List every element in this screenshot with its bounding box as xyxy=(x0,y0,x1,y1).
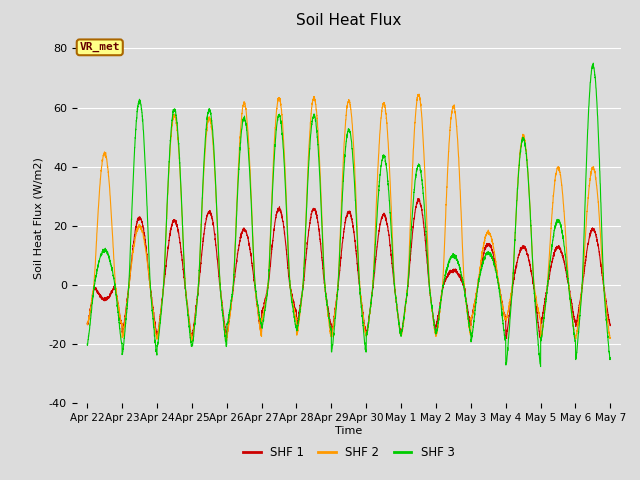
Y-axis label: Soil Heat Flux (W/m2): Soil Heat Flux (W/m2) xyxy=(33,157,44,279)
SHF 3 xyxy=(495,289,503,295)
SHF 3 xyxy=(329,339,337,345)
SHF 2 xyxy=(188,338,196,344)
SHF 1 xyxy=(83,320,91,326)
Line: SHF 3: SHF 3 xyxy=(87,63,611,367)
SHF 3 xyxy=(589,60,597,66)
SHF 3 xyxy=(607,356,614,362)
Line: SHF 1: SHF 1 xyxy=(87,199,611,340)
SHF 2 xyxy=(496,287,504,292)
SHF 2 xyxy=(83,321,91,327)
Line: SHF 2: SHF 2 xyxy=(87,94,611,341)
SHF 1 xyxy=(329,323,337,329)
SHF 1 xyxy=(537,337,545,343)
SHF 2 xyxy=(607,335,614,340)
SHF 2 xyxy=(466,330,474,336)
SHF 2 xyxy=(329,325,337,331)
SHF 1 xyxy=(607,322,614,328)
Text: VR_met: VR_met xyxy=(79,42,120,52)
SHF 3 xyxy=(83,341,91,347)
SHF 2 xyxy=(437,298,445,303)
SHF 1 xyxy=(466,319,474,325)
SHF 2 xyxy=(177,196,185,202)
SHF 3 xyxy=(437,299,445,304)
Legend: SHF 1, SHF 2, SHF 3: SHF 1, SHF 2, SHF 3 xyxy=(238,442,460,464)
SHF 2 xyxy=(415,91,423,97)
SHF 1 xyxy=(415,196,422,202)
SHF 3 xyxy=(466,326,474,332)
X-axis label: Time: Time xyxy=(335,426,362,436)
SHF 3 xyxy=(606,356,614,362)
Title: Soil Heat Flux: Soil Heat Flux xyxy=(296,13,401,28)
SHF 1 xyxy=(177,249,185,255)
SHF 1 xyxy=(496,286,504,292)
SHF 3 xyxy=(177,192,185,197)
SHF 3 xyxy=(537,364,545,370)
SHF 2 xyxy=(606,336,614,341)
SHF 1 xyxy=(606,321,614,327)
SHF 1 xyxy=(437,294,445,300)
